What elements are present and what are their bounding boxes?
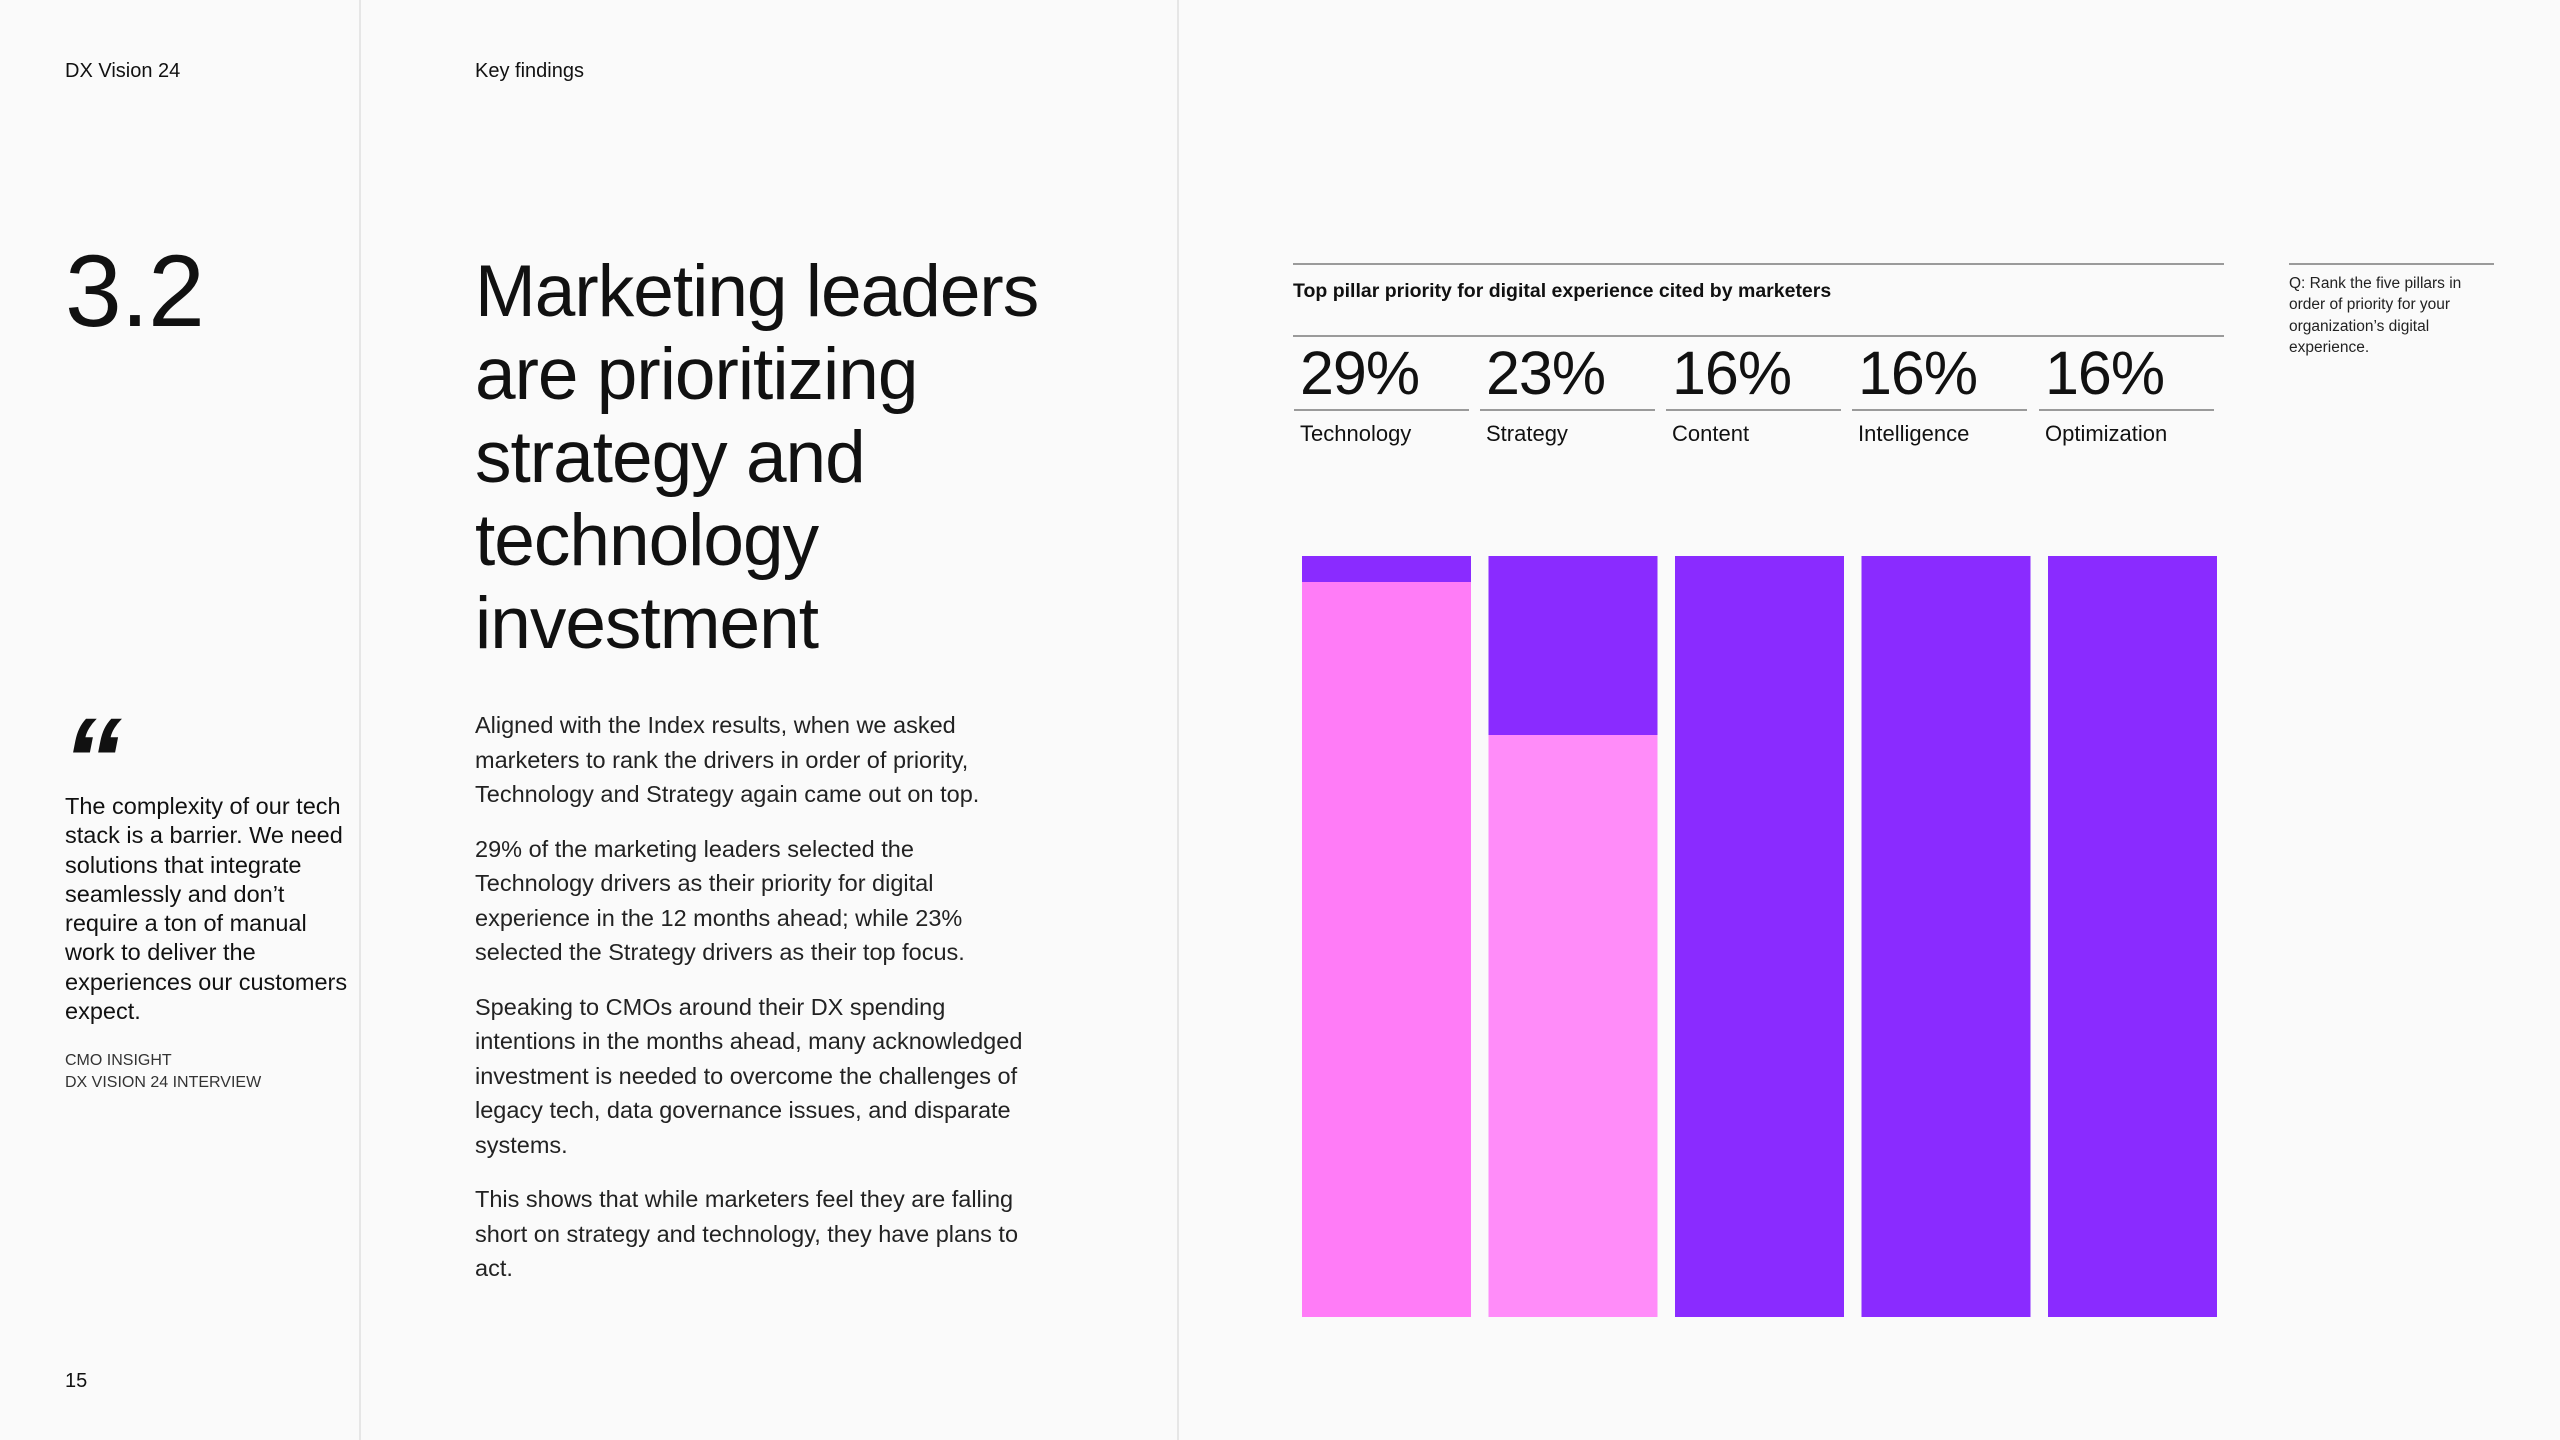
stat-optimization: 16% Optimization — [2039, 343, 2214, 447]
stat-value: 16% — [2039, 343, 2214, 411]
body-paragraph: This shows that while marketers feel the… — [475, 1186, 1019, 1281]
stat-label: Strategy — [1486, 421, 1568, 446]
quote-mark-icon: “ — [62, 693, 122, 827]
bar-strategy-base — [1488, 556, 1658, 735]
section-number: 3.2 — [65, 234, 205, 348]
stat-label: Content — [1672, 421, 1750, 446]
quote-source: CMO insight DX Vision 24 interview — [65, 1050, 261, 1094]
chart-header-rule — [1293, 335, 2224, 337]
body-paragraph: 29% of the marketing leaders selected th… — [475, 835, 965, 966]
bar-intelligence-base — [1861, 556, 2031, 1317]
bar-content-base — [1675, 556, 1844, 1317]
stat-value: 29% — [1294, 343, 1469, 411]
survey-question-note: Q: Rank the five pillars in order of pri… — [2289, 275, 2462, 356]
bar-chart — [1302, 556, 2217, 1317]
column-divider — [359, 0, 361, 1440]
stat-technology: 29% Technology — [1294, 343, 1469, 447]
bar-technology-highlight — [1302, 582, 1471, 1317]
body-text: Aligned with the Index results, when we … — [475, 708, 1035, 1306]
stat-label: Intelligence — [1858, 421, 1970, 446]
bar-optimization-base — [2048, 556, 2217, 1317]
stat-value: 16% — [1666, 343, 1841, 411]
note-rule — [2289, 263, 2494, 265]
section-label: Key findings — [475, 60, 584, 82]
quote-source-line: DX Vision 24 interview — [65, 1074, 262, 1091]
chart-top-rule — [1293, 263, 2224, 265]
stat-label: Optimization — [2045, 421, 2168, 446]
bar-technology-base — [1302, 556, 1471, 582]
page-title: Marketing leaders are prioritizing strat… — [475, 251, 1039, 664]
column-divider — [1177, 0, 1179, 1440]
stat-content: 16% Content — [1666, 343, 1841, 447]
chart-title: Top pillar priority for digital experien… — [1293, 280, 1832, 302]
pull-quote: The complexity of our tech stack is a ba… — [65, 793, 348, 1025]
body-paragraph: Aligned with the Index results, when we … — [475, 712, 980, 807]
stat-intelligence: 16% Intelligence — [1852, 343, 2027, 447]
page-number: 15 — [65, 1370, 88, 1392]
bar-strategy-highlight — [1488, 735, 1658, 1317]
quote-source-line: CMO insight — [65, 1052, 172, 1069]
stat-strategy: 23% Strategy — [1480, 343, 1655, 447]
brand-label: DX Vision 24 — [65, 60, 181, 82]
stat-value: 23% — [1480, 343, 1655, 411]
stat-label: Technology — [1300, 421, 1412, 446]
stat-value: 16% — [1852, 343, 2027, 411]
body-paragraph: Speaking to CMOs around their DX spendin… — [475, 993, 1023, 1158]
